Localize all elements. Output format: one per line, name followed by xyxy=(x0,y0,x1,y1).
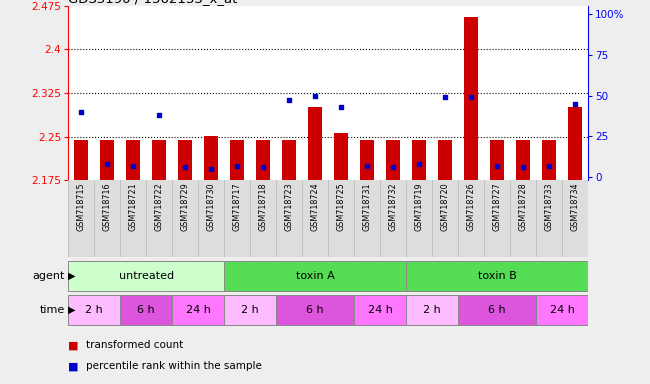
Point xyxy=(544,163,554,169)
Bar xyxy=(256,140,270,180)
Text: GSM718723: GSM718723 xyxy=(285,182,294,231)
Text: percentile rank within the sample: percentile rank within the sample xyxy=(86,361,263,371)
Text: GSM718728: GSM718728 xyxy=(519,182,528,231)
Bar xyxy=(224,295,276,325)
Text: ▶: ▶ xyxy=(68,305,75,315)
Point xyxy=(570,101,580,107)
Text: GSM718731: GSM718731 xyxy=(363,182,372,230)
Text: GSM718726: GSM718726 xyxy=(467,182,476,231)
Bar xyxy=(308,106,322,180)
Bar xyxy=(74,140,88,180)
Bar xyxy=(406,260,588,291)
Bar xyxy=(412,140,426,180)
Text: 2 h: 2 h xyxy=(423,305,441,315)
Bar xyxy=(224,260,406,291)
Text: GSM718717: GSM718717 xyxy=(233,182,242,231)
Bar xyxy=(68,295,120,325)
Text: GSM718730: GSM718730 xyxy=(207,182,216,230)
Point xyxy=(180,164,190,170)
Bar xyxy=(68,260,224,291)
Point xyxy=(258,164,268,170)
Point xyxy=(336,104,346,110)
Point xyxy=(388,164,398,170)
Text: GSM718724: GSM718724 xyxy=(311,182,320,231)
Point xyxy=(310,93,320,99)
Text: transformed count: transformed count xyxy=(86,340,184,350)
Text: 2 h: 2 h xyxy=(241,305,259,315)
Text: 24 h: 24 h xyxy=(550,305,575,315)
Text: GSM718721: GSM718721 xyxy=(129,182,138,231)
Point xyxy=(492,163,502,169)
Bar xyxy=(172,295,224,325)
Text: 6 h: 6 h xyxy=(137,305,155,315)
Bar xyxy=(282,140,296,180)
Bar xyxy=(536,295,588,325)
Bar xyxy=(490,140,504,180)
Point xyxy=(206,166,216,172)
Bar xyxy=(516,140,530,180)
Bar xyxy=(152,140,166,180)
Point xyxy=(518,164,528,170)
Text: 24 h: 24 h xyxy=(186,305,211,315)
Text: ■: ■ xyxy=(68,361,79,371)
Text: 24 h: 24 h xyxy=(368,305,393,315)
Text: GDS5190 / 1562133_x_at: GDS5190 / 1562133_x_at xyxy=(68,0,238,5)
Text: GSM718720: GSM718720 xyxy=(441,182,450,231)
Text: toxin B: toxin B xyxy=(478,270,517,281)
Bar xyxy=(178,140,192,180)
Bar xyxy=(354,295,406,325)
Point xyxy=(232,163,242,169)
Bar xyxy=(120,295,172,325)
Text: agent: agent xyxy=(32,270,65,281)
Text: GSM718734: GSM718734 xyxy=(571,182,580,230)
Bar xyxy=(360,140,374,180)
Text: GSM718719: GSM718719 xyxy=(415,182,424,231)
Text: GSM718718: GSM718718 xyxy=(259,182,268,230)
Bar xyxy=(464,17,478,180)
Text: 6 h: 6 h xyxy=(306,305,324,315)
Point xyxy=(362,163,372,169)
Text: GSM718727: GSM718727 xyxy=(493,182,502,231)
Point xyxy=(414,161,424,167)
Bar xyxy=(542,140,556,180)
Point xyxy=(154,112,164,118)
Point xyxy=(466,94,476,100)
Text: ■: ■ xyxy=(68,340,79,350)
Point xyxy=(128,163,138,169)
Text: GSM718722: GSM718722 xyxy=(155,182,164,231)
Bar xyxy=(276,295,354,325)
Text: GSM718715: GSM718715 xyxy=(77,182,86,231)
Point xyxy=(284,98,294,104)
Bar xyxy=(230,140,244,180)
Point xyxy=(102,161,112,167)
Text: GSM718725: GSM718725 xyxy=(337,182,346,231)
Text: 2 h: 2 h xyxy=(85,305,103,315)
Point xyxy=(440,94,450,100)
Text: GSM718729: GSM718729 xyxy=(181,182,190,231)
Text: GSM718716: GSM718716 xyxy=(103,182,112,230)
Bar xyxy=(568,106,582,180)
Bar xyxy=(334,133,348,180)
Bar xyxy=(458,295,536,325)
Bar xyxy=(204,136,218,180)
Text: ▶: ▶ xyxy=(68,270,75,281)
Point xyxy=(76,109,86,115)
Text: 6 h: 6 h xyxy=(488,305,506,315)
Text: GSM718733: GSM718733 xyxy=(545,182,554,230)
Bar xyxy=(386,140,400,180)
Text: untreated: untreated xyxy=(119,270,174,281)
Text: time: time xyxy=(40,305,65,315)
Text: toxin A: toxin A xyxy=(296,270,335,281)
Bar xyxy=(126,140,140,180)
Bar xyxy=(406,295,458,325)
Text: GSM718732: GSM718732 xyxy=(389,182,398,231)
Bar xyxy=(100,140,114,180)
Bar xyxy=(438,140,452,180)
